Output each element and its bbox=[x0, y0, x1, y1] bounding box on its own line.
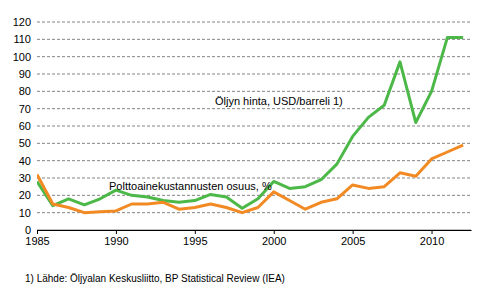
grid-line bbox=[37, 108, 471, 109]
y-tick-label: 50 bbox=[19, 137, 31, 149]
series-line bbox=[37, 145, 463, 213]
y-axis: 0102030405060708090100110120 bbox=[13, 16, 38, 236]
series-line bbox=[37, 38, 463, 209]
x-tick: 1985 bbox=[25, 230, 49, 247]
y-tick-label: 120 bbox=[13, 16, 31, 28]
grid-line bbox=[37, 126, 471, 127]
grid-line bbox=[37, 143, 471, 144]
chart: 0102030405060708090100110120198519901995… bbox=[0, 0, 493, 292]
y-tick: 100 bbox=[13, 51, 37, 63]
y-tick: 70 bbox=[19, 103, 37, 115]
x-tick: 2000 bbox=[262, 230, 286, 247]
series-label: Polttoainekustannusten osuus, % bbox=[109, 180, 272, 192]
grid-line bbox=[37, 178, 471, 179]
y-tick: 90 bbox=[19, 68, 37, 80]
x-tick-label: 1995 bbox=[183, 235, 207, 247]
grid bbox=[37, 22, 471, 230]
grid-line bbox=[37, 74, 471, 75]
x-tick-label: 2005 bbox=[341, 235, 365, 247]
x-tick-label: 1990 bbox=[104, 235, 128, 247]
y-tick: 40 bbox=[19, 155, 37, 167]
y-tick-label: 60 bbox=[19, 120, 31, 132]
x-tick-mark bbox=[37, 230, 38, 234]
x-tick-label: 1985 bbox=[25, 235, 49, 247]
y-tick: 20 bbox=[19, 189, 37, 201]
x-axis-line bbox=[38, 230, 472, 231]
y-tick-label: 110 bbox=[13, 33, 31, 45]
x-tick: 2005 bbox=[341, 230, 365, 247]
x-tick-label: 2000 bbox=[262, 235, 286, 247]
y-tick: 10 bbox=[19, 207, 37, 219]
x-tick-label: 2010 bbox=[420, 235, 444, 247]
grid-line bbox=[37, 91, 471, 92]
plot: 0102030405060708090100110120198519901995… bbox=[13, 16, 472, 247]
lines bbox=[37, 38, 463, 213]
y-tick-label: 80 bbox=[19, 85, 31, 97]
y-tick: 120 bbox=[13, 16, 37, 28]
y-tick: 110 bbox=[13, 33, 37, 45]
y-axis-line bbox=[37, 23, 38, 231]
x-tick-mark bbox=[432, 230, 433, 234]
x-tick-mark bbox=[116, 230, 117, 234]
series-label: Öljyn hinta, USD/barreli 1) bbox=[215, 95, 343, 107]
y-tick: 80 bbox=[19, 85, 37, 97]
y-tick: 50 bbox=[19, 137, 37, 149]
grid-line bbox=[37, 230, 471, 231]
y-tick-label: 40 bbox=[19, 155, 31, 167]
grid-line bbox=[37, 195, 471, 196]
x-tick-mark bbox=[274, 230, 275, 234]
x-tick: 1990 bbox=[104, 230, 128, 247]
x-tick-mark bbox=[195, 230, 196, 234]
y-tick-label: 30 bbox=[19, 172, 31, 184]
footnote: 1) Lähde: Öljyalan Keskusliitto, BP Stat… bbox=[25, 273, 285, 284]
y-tick-label: 100 bbox=[13, 51, 31, 63]
x-tick-mark bbox=[353, 230, 354, 234]
y-tick-label: 70 bbox=[19, 103, 31, 115]
y-tick-label: 20 bbox=[19, 189, 31, 201]
grid-line bbox=[37, 56, 471, 57]
grid-line bbox=[37, 22, 471, 23]
x-tick: 1995 bbox=[183, 230, 207, 247]
y-tick: 30 bbox=[19, 172, 37, 184]
x-tick: 2010 bbox=[420, 230, 444, 247]
grid-line bbox=[37, 39, 471, 40]
x-axis: 1985 1990 1995 2000 2005 2010 bbox=[25, 230, 471, 247]
y-tick-label: 90 bbox=[19, 68, 31, 80]
y-tick-label: 10 bbox=[19, 207, 31, 219]
grid-line bbox=[37, 160, 471, 161]
y-tick: 60 bbox=[19, 120, 37, 132]
